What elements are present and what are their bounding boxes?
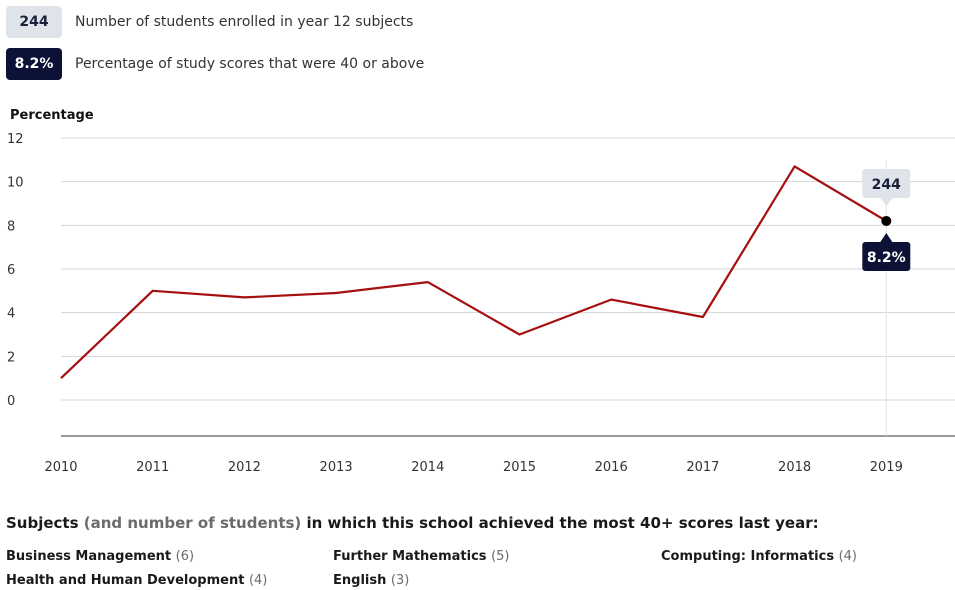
subjects-heading-rest: in which this school achieved the most 4… [306,514,819,532]
x-tick-label: 2011 [136,460,169,475]
enrolled-callout-label: 244 [872,177,901,193]
highlight-point [881,215,892,226]
subject-count: (4) [248,573,268,588]
subject-name: Further Mathematics [333,549,487,564]
percentage-label: Percentage of study scores that were 40 … [75,56,425,72]
x-tick-label: 2010 [44,460,77,475]
enrolled-label: Number of students enrolled in year 12 s… [75,14,414,30]
line-chart: Percentage 0 2 4 6 8 10 12 2010 2011 2012 2013 2014… [7,108,955,475]
subject-count: (3) [390,573,410,588]
subjects-heading: Subjects (and number of students) in whi… [6,514,819,532]
subjects-heading-main: Subjects [6,514,79,532]
x-tick-label: 2019 [870,460,903,475]
x-tick-label: 2016 [595,460,628,475]
percentage-callout: 8.2% [862,232,911,271]
percentage-badge: 8.2% [6,48,62,80]
subject-item: Business Management (6) [6,549,194,564]
legend-percentage: 8.2% Percentage of study scores that wer… [6,48,424,80]
x-tick-label: 2018 [778,460,811,475]
subject-item: Further Mathematics (5) [333,549,510,564]
subject-name: English [333,573,387,588]
percentage-callout-label: 8.2% [867,250,906,266]
subject-count: (5) [491,549,510,564]
x-tick-label: 2017 [686,460,719,475]
enrolled-callout: 244 [862,168,911,206]
x-tick-label: 2013 [320,460,353,475]
subject-name: Business Management [6,549,172,564]
subject-name: Health and Human Development [6,573,245,588]
subject-item: Computing: Informatics (4) [661,549,857,564]
subject-item: English (3) [333,573,409,588]
y-tick-label: 10 [7,176,24,191]
legend-enrolled: 244 Number of students enrolled in year … [6,6,413,38]
series-line [60,165,887,379]
y-tick-label: 2 [7,350,15,365]
subject-count: (6) [175,549,195,564]
subject-item: Health and Human Development (4) [6,573,267,588]
subject-name: Computing: Informatics [661,549,835,564]
enrolled-badge: 244 [6,6,62,38]
y-axis-label: Percentage [10,108,94,123]
y-tick-label: 8 [7,219,15,234]
y-tick-label: 12 [7,132,24,147]
x-tick-label: 2015 [503,460,536,475]
y-tick-label: 6 [7,263,15,278]
y-tick-label: 0 [7,394,15,409]
x-tick-label: 2012 [228,460,261,475]
y-tick-label: 4 [7,307,15,322]
subject-count: (4) [838,549,858,564]
subjects-heading-note: (and number of students) [83,514,302,532]
x-tick-label: 2014 [411,460,444,475]
